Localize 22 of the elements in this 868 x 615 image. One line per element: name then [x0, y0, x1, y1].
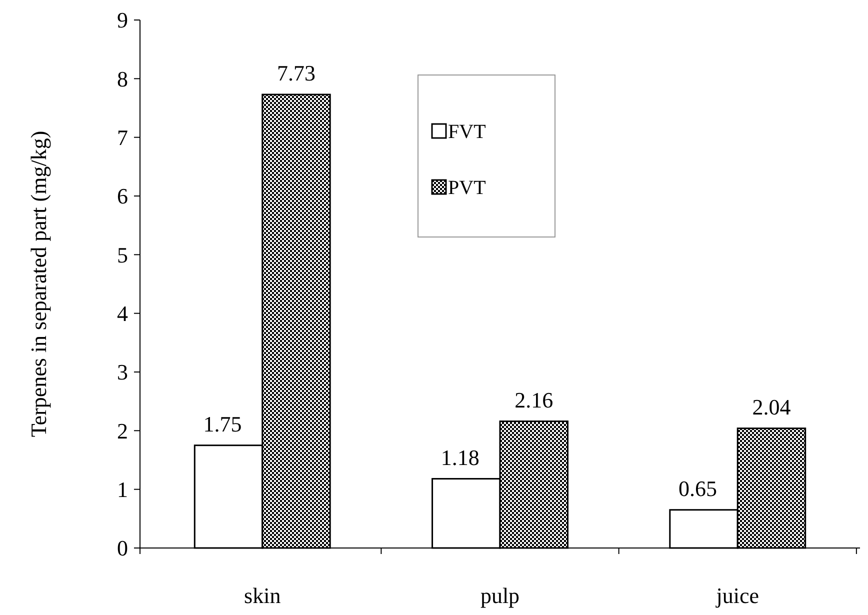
- x-tick-label: pulp: [480, 583, 520, 608]
- y-tick-label: 6: [117, 184, 128, 209]
- legend-label: FVT: [448, 121, 486, 143]
- data-label: 2.16: [514, 387, 554, 412]
- data-label: 0.65: [678, 476, 718, 501]
- y-tick-label: 1: [117, 477, 128, 502]
- data-label: 2.04: [752, 394, 791, 420]
- y-axis-title: Terpenes in separated part (mg/kg): [26, 130, 51, 438]
- y-tick-label: 7: [117, 125, 128, 150]
- y-tick-label: 5: [117, 242, 128, 268]
- data-label: 7.73: [276, 60, 316, 86]
- y-tick-label: 8: [117, 66, 128, 92]
- y-tick-label: 3: [117, 360, 128, 385]
- y-tick-label: 2: [117, 418, 128, 444]
- x-tick-label: skin: [244, 583, 281, 608]
- data-label: 1.18: [440, 444, 480, 470]
- y-tick-label: 9: [117, 8, 128, 33]
- legend-label: PVT: [448, 177, 486, 199]
- y-tick-label: 0: [117, 536, 128, 561]
- x-tick-label: juice: [715, 583, 760, 608]
- y-tick-label: 4: [117, 301, 128, 326]
- data-label: 1.75: [203, 411, 242, 436]
